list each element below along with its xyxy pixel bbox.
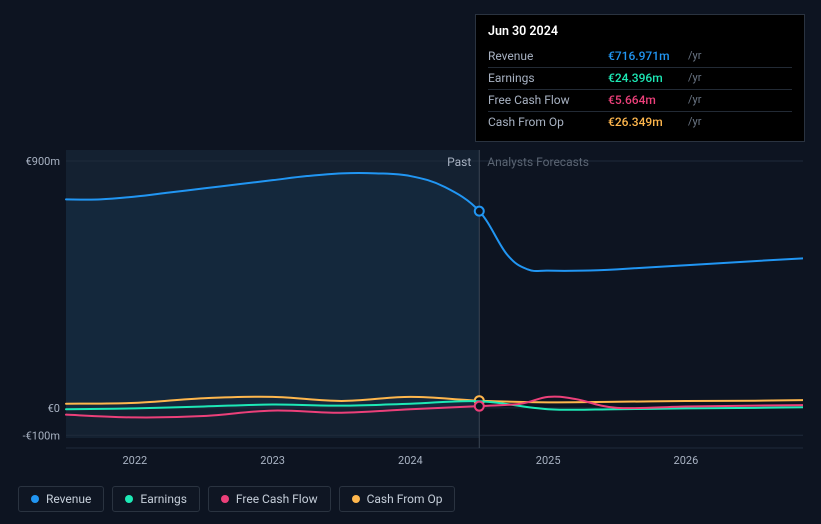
- forecast-label: Analysts Forecasts: [487, 155, 589, 169]
- x-axis-label: 2023: [260, 454, 285, 467]
- tooltip-row-unit: /yr: [688, 89, 792, 111]
- tooltip-row-unit: /yr: [688, 46, 792, 68]
- legend-dot-icon: [125, 495, 133, 503]
- tooltip-table: Revenue€716.971m/yr Earnings€24.396m/yr Fr…: [488, 46, 792, 133]
- chart-legend: Revenue Earnings Free Cash Flow Cash From O…: [18, 486, 455, 512]
- tooltip-row-label: Revenue: [488, 46, 608, 68]
- tooltip-row-unit: /yr: [688, 111, 792, 133]
- revenue-area: [66, 173, 479, 408]
- legend-label: Earnings: [140, 492, 187, 506]
- x-axis-label: 2024: [398, 454, 423, 467]
- x-axis-label: 2022: [123, 454, 148, 467]
- legend-dot-icon: [221, 495, 229, 503]
- marker-fcf: [475, 402, 484, 411]
- legend-label: Free Cash Flow: [236, 492, 318, 506]
- legend-item-cfo[interactable]: Cash From Op: [339, 486, 456, 512]
- legend-label: Revenue: [46, 492, 91, 506]
- chart-tooltip: Jun 30 2024 Revenue€716.971m/yr Earnings€…: [475, 14, 805, 142]
- tooltip-row-value: €24.396m: [608, 67, 688, 89]
- y-axis-label: -€100m: [23, 429, 60, 442]
- tooltip-row-label: Earnings: [488, 67, 608, 89]
- tooltip-row-value: €716.971m: [608, 46, 688, 68]
- y-axis-label: €900m: [26, 155, 60, 168]
- legend-item-fcf[interactable]: Free Cash Flow: [208, 486, 331, 512]
- x-axis-label: 2026: [674, 454, 699, 467]
- past-label: Past: [447, 155, 471, 169]
- tooltip-row-value: €26.349m: [608, 111, 688, 133]
- legend-label: Cash From Op: [367, 492, 443, 506]
- tooltip-date: Jun 30 2024: [488, 23, 792, 42]
- tooltip-row-label: Cash From Op: [488, 111, 608, 133]
- tooltip-row-label: Free Cash Flow: [488, 89, 608, 111]
- legend-dot-icon: [31, 495, 39, 503]
- tooltip-row-value: €5.664m: [608, 89, 688, 111]
- legend-item-earnings[interactable]: Earnings: [112, 486, 200, 512]
- legend-item-revenue[interactable]: Revenue: [18, 486, 104, 512]
- y-axis-label: €0: [48, 402, 60, 415]
- x-axis-label: 2025: [536, 454, 561, 467]
- tooltip-row-unit: /yr: [688, 67, 792, 89]
- marker-revenue: [475, 207, 484, 216]
- legend-dot-icon: [352, 495, 360, 503]
